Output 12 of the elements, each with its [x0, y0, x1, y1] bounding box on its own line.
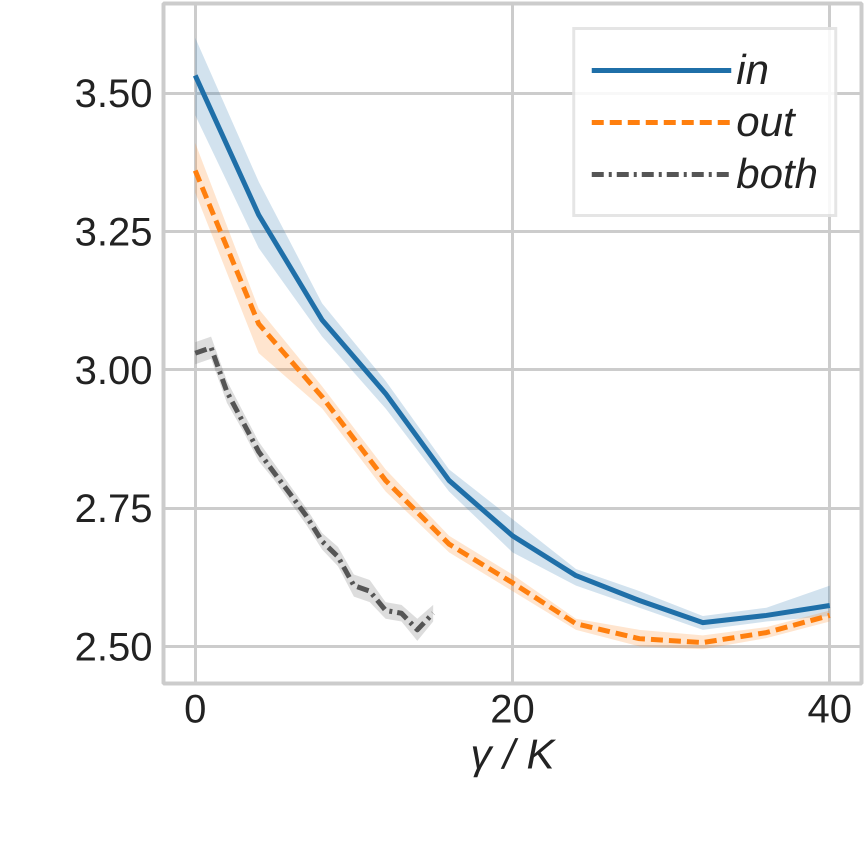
x-tick-label: 20 — [490, 688, 535, 732]
x-tick-label: 0 — [184, 688, 206, 732]
y-tick-label: 3.00 — [74, 348, 153, 393]
y-tick-label: 2.75 — [74, 487, 153, 532]
y-tick-label: 2.50 — [74, 625, 153, 670]
y-tick-label: 3.50 — [74, 72, 153, 116]
legend-label: both — [736, 150, 818, 198]
x-axis-title: γ / K — [470, 730, 556, 778]
y-tick-label: 3.25 — [74, 210, 153, 254]
legend-label: in — [736, 46, 769, 94]
legend-label: out — [736, 98, 795, 146]
x-tick-label: 40 — [808, 688, 852, 732]
